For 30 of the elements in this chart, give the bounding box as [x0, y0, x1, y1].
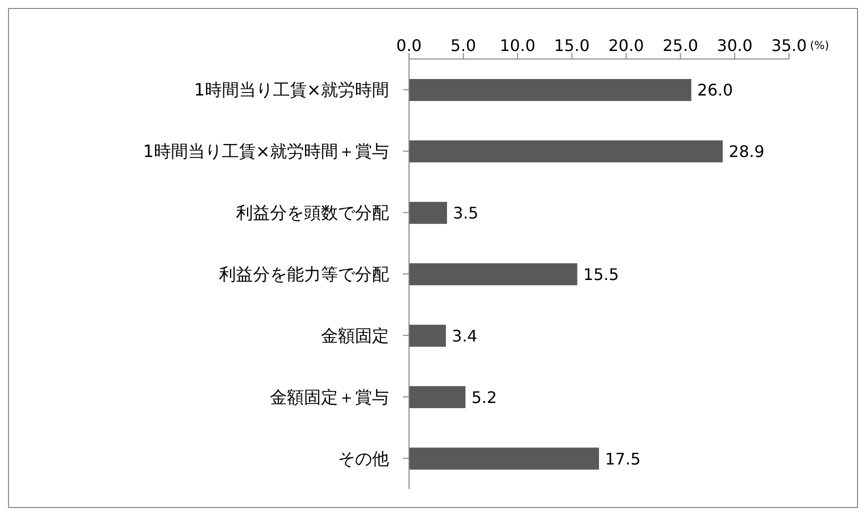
x-tick-label: 0.0: [396, 36, 422, 55]
x-tick-label: 35.0: [771, 36, 807, 55]
bar: [409, 140, 723, 162]
x-tick-label: 15.0: [554, 36, 590, 55]
data-label: 15.5: [583, 264, 619, 284]
bar: [409, 202, 447, 224]
bar: [409, 448, 599, 470]
x-tick-label: 20.0: [608, 36, 644, 55]
data-label: 28.9: [728, 142, 764, 162]
x-axis-title: (%): [810, 38, 829, 52]
y-tick-label: その他: [338, 449, 389, 470]
y-tick-label: 1時間当り工賃×就労時間＋賞与: [142, 142, 389, 162]
y-tick-label: 利益分を頭数で分配: [236, 204, 389, 224]
data-label: 3.4: [452, 326, 478, 346]
data-label: 17.5: [605, 449, 641, 468]
bar: [409, 263, 578, 286]
data-label: 3.5: [453, 204, 478, 223]
x-tick-label: 10.0: [500, 36, 536, 55]
bar: [409, 324, 446, 347]
y-tick-label: 1時間当り工賃×就労時間: [194, 80, 389, 101]
x-tick-label: 5.0: [450, 36, 476, 55]
x-tick-label: 25.0: [662, 36, 698, 55]
data-label: 26.0: [697, 80, 733, 100]
y-tick-label: 利益分を能力等で分配: [219, 265, 389, 286]
x-tick-label: 30.0: [716, 36, 753, 55]
bar: [409, 79, 692, 101]
y-tick-label: 金額固定: [321, 326, 389, 346]
data-label: 5.2: [471, 388, 497, 407]
bar: [409, 386, 466, 408]
y-tick-label: 金額固定＋賞与: [270, 388, 389, 408]
